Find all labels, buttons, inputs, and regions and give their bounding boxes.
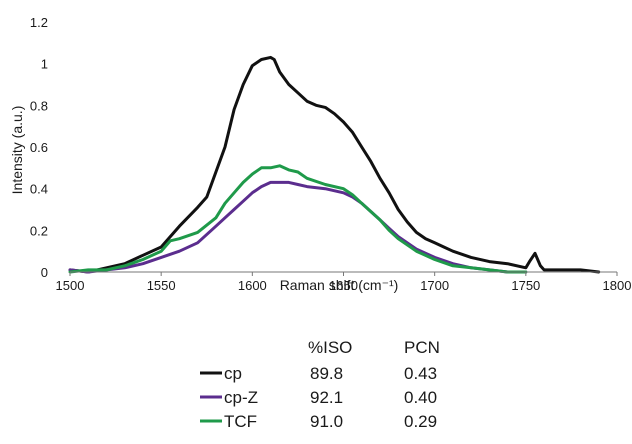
- table-rows: cp 89.8 0.43 cp-Z 92.1 0.40 TCF 91.0 0.29: [200, 364, 437, 431]
- y-tick-label: 0.8: [30, 98, 48, 113]
- table-cell-iso: 89.8: [310, 364, 343, 383]
- x-tick-label: 1650: [329, 278, 358, 293]
- x-tick-label: 1500: [56, 278, 85, 293]
- table-cell-pcn: 0.29: [404, 412, 437, 431]
- y-tick-label: 0.6: [30, 140, 48, 155]
- x-tick-label: 1800: [603, 278, 632, 293]
- y-tick-label: 0: [41, 265, 48, 280]
- table-cell-pcn: 0.40: [404, 388, 437, 407]
- x-tick-label: 1700: [420, 278, 449, 293]
- axes: 1500 1550 1600 1650 1700 1750 1800 00.20.40.60…: [9, 15, 631, 293]
- legend-label: cp: [224, 364, 242, 383]
- legend-label: cp-Z: [224, 388, 258, 407]
- y-tick-label: 0.2: [30, 223, 48, 238]
- y-tick-label: 1.2: [30, 15, 48, 30]
- x-tick-label: 1600: [238, 278, 267, 293]
- x-ticks: 1500 1550 1600 1650 1700 1750 1800: [56, 272, 632, 293]
- table-cell-pcn: 0.43: [404, 364, 437, 383]
- series-line-cp: [68, 55, 601, 274]
- x-tick-label: 1750: [511, 278, 540, 293]
- legend-label: TCF: [224, 412, 257, 431]
- table-cell-iso: 92.1: [310, 388, 343, 407]
- y-tick-label: 0.4: [30, 182, 48, 197]
- y-axis-label: Intensity (a.u.): [9, 106, 25, 195]
- x-tick-label: 1550: [147, 278, 176, 293]
- series-line-tcf: [68, 164, 528, 274]
- table-header-pcn: PCN: [404, 338, 440, 357]
- series-line-cp-z: [68, 180, 528, 274]
- legend-table: %ISO PCN cp 89.8 0.43 cp-Z 92.1 0.40 TCF 91.0 0.…: [200, 338, 440, 431]
- y-ticks: 0 0.2 0.4 0.6 0.8 1 1.2: [30, 15, 48, 280]
- table-cell-iso: 91.0: [310, 412, 343, 431]
- plot-area: [68, 55, 601, 274]
- table-header-iso: %ISO: [308, 338, 352, 357]
- y-tick-label: 1: [41, 57, 48, 72]
- x-axis-label: Raman shift (cm⁻¹): [280, 277, 399, 293]
